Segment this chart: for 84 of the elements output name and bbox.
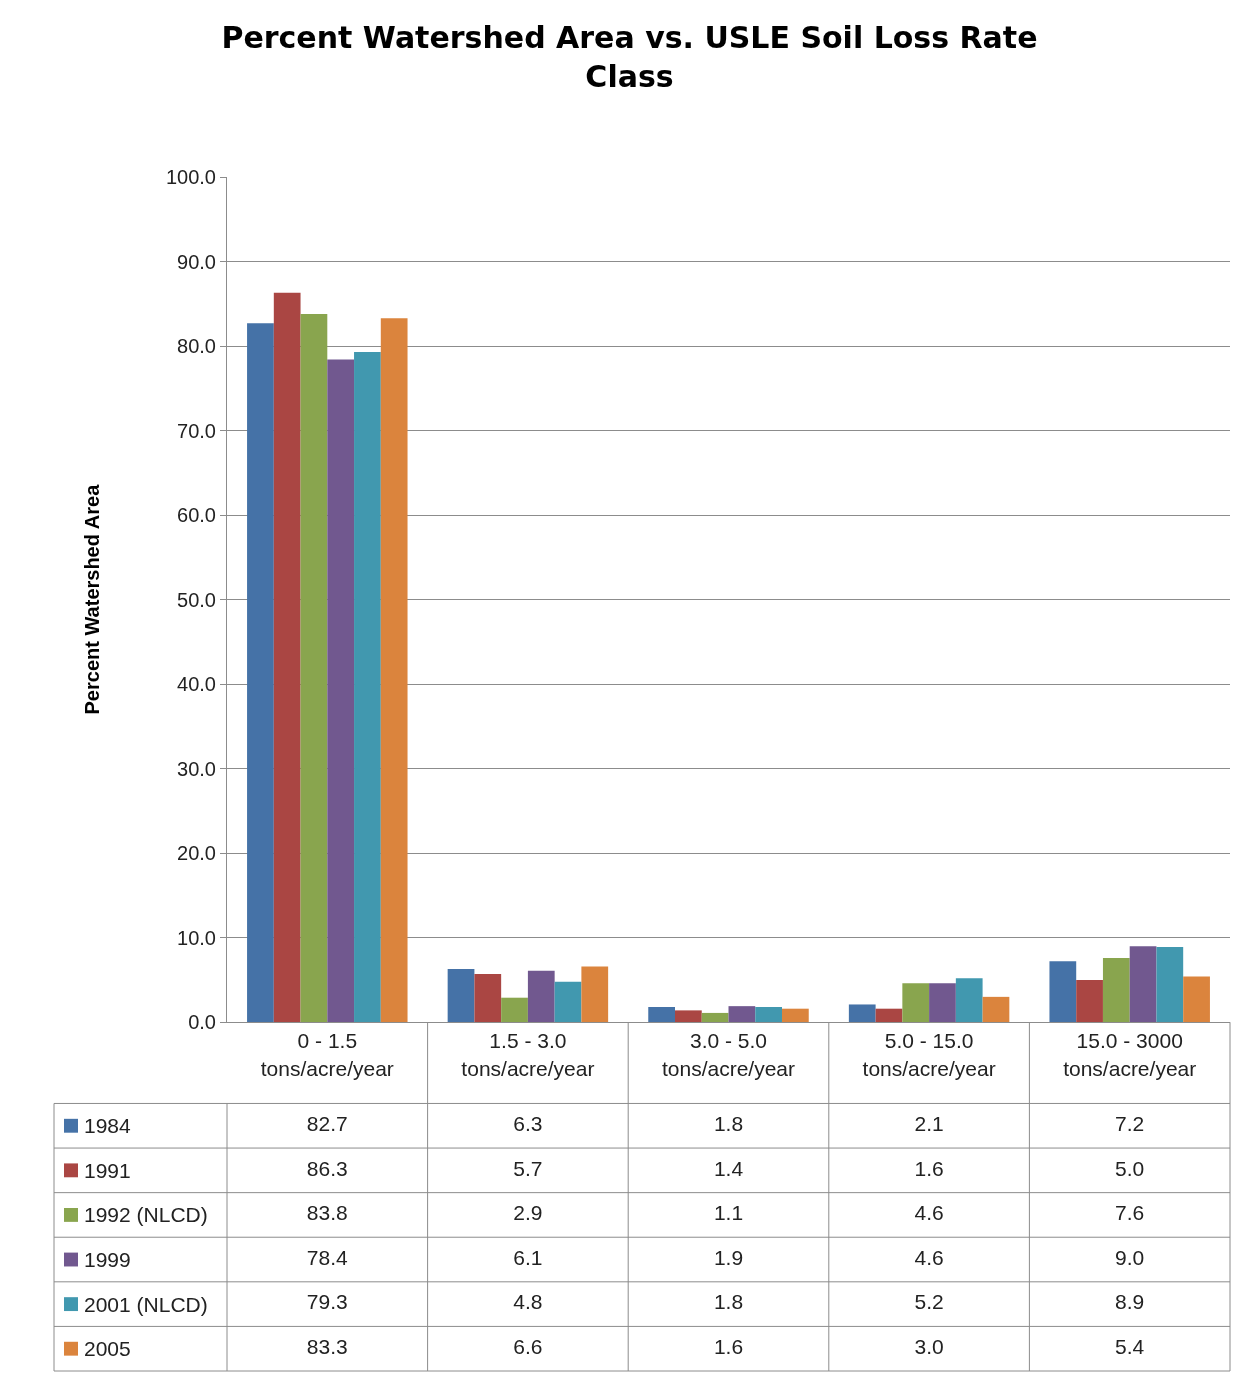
bar xyxy=(1049,961,1077,1023)
bar xyxy=(955,978,983,1023)
y-tick-label: 70.0 xyxy=(177,419,216,442)
y-tick-label: 20.0 xyxy=(177,842,216,865)
bar xyxy=(755,1007,782,1023)
data-label: 7.2 xyxy=(1115,1112,1145,1135)
data-label: 6.3 xyxy=(513,1112,543,1135)
data-label: 82.7 xyxy=(306,1112,348,1135)
bar xyxy=(554,981,582,1023)
y-tick-label: 100.0 xyxy=(165,166,216,188)
data-label: 5.7 xyxy=(513,1156,543,1180)
x-tick-label: 5.0 - 15.0 tons/acre/year xyxy=(862,1029,996,1080)
legend-label: 2005 xyxy=(84,1337,131,1360)
data-label: 1.8 xyxy=(713,1290,744,1314)
bar xyxy=(380,318,408,1023)
y-tick-label: 10.0 xyxy=(177,926,216,949)
data-label: 4.8 xyxy=(513,1290,543,1314)
bar xyxy=(781,1008,809,1023)
legend-label: 1984 xyxy=(84,1114,132,1137)
y-tick-label: 60.0 xyxy=(177,504,216,527)
data-label: 4.6 xyxy=(914,1245,944,1269)
y-tick-label: 0.0 xyxy=(188,1011,216,1034)
bar xyxy=(875,1008,903,1023)
bar xyxy=(1129,946,1157,1023)
x-tick-label: 0 - 1.5 tons/acre/year xyxy=(260,1029,394,1080)
bar xyxy=(273,292,301,1023)
legend-label: 1992 (NLCD) xyxy=(84,1203,208,1226)
bar xyxy=(501,997,528,1023)
bar xyxy=(327,359,355,1023)
data-label: 2.9 xyxy=(513,1201,543,1225)
bar xyxy=(728,1006,756,1023)
data-label: 1.6 xyxy=(713,1334,744,1358)
bar xyxy=(902,983,930,1023)
data-label: 1.9 xyxy=(713,1245,744,1269)
data-label: 6.6 xyxy=(513,1334,543,1358)
data-label: 6.1 xyxy=(513,1245,543,1269)
bar xyxy=(1183,976,1210,1023)
bar xyxy=(675,1010,702,1023)
bar xyxy=(527,970,555,1023)
data-label: 9.0 xyxy=(1115,1245,1145,1269)
bar xyxy=(929,983,956,1023)
x-tick-label: 3.0 - 5.0 tons/acre/year xyxy=(661,1029,796,1080)
y-tick-label: 50.0 xyxy=(177,588,216,611)
bar xyxy=(1076,979,1103,1023)
bar xyxy=(1156,946,1184,1023)
legend-label: 2001 (NLCD) xyxy=(84,1293,208,1316)
data-label: 3.0 xyxy=(914,1334,944,1358)
chart-title: Percent Watershed Area vs. USLE Soil Loss Rate Class xyxy=(221,20,1038,95)
data-label: 1.4 xyxy=(713,1156,744,1180)
y-tick-label: 80.0 xyxy=(177,335,216,358)
data-label: 5.2 xyxy=(914,1290,944,1314)
data-label: 4.6 xyxy=(914,1201,944,1225)
data-label: 1.8 xyxy=(713,1112,744,1135)
x-tick-label: 15.0 - 3000 tons/acre/year xyxy=(1063,1029,1197,1080)
data-label: 1.1 xyxy=(713,1201,744,1225)
bar xyxy=(300,313,328,1023)
data-label: 2.1 xyxy=(914,1112,944,1135)
data-label: 79.3 xyxy=(306,1290,348,1314)
legend-label: 1999 xyxy=(84,1248,131,1271)
bar xyxy=(982,996,1010,1023)
data-label: 83.8 xyxy=(306,1201,348,1225)
bar xyxy=(1102,957,1130,1023)
y-tick-label: 40.0 xyxy=(177,673,216,696)
bar xyxy=(648,1007,676,1023)
data-label: 83.3 xyxy=(306,1334,348,1358)
bar xyxy=(581,966,609,1023)
bar xyxy=(354,351,381,1023)
data-label: 1.6 xyxy=(914,1156,944,1180)
data-label: 8.9 xyxy=(1115,1290,1145,1314)
bar xyxy=(247,323,274,1023)
y-tick-label: 90.0 xyxy=(177,250,216,273)
bar xyxy=(848,1004,876,1023)
data-label: 7.6 xyxy=(1115,1201,1145,1225)
bar xyxy=(701,1012,729,1023)
bar xyxy=(474,974,502,1023)
legend-label: 1991 xyxy=(84,1159,131,1182)
data-label: 86.3 xyxy=(306,1156,348,1180)
data-label: 78.4 xyxy=(306,1245,349,1269)
y-axis-title: Percent Watershed Area xyxy=(81,483,104,715)
y-tick-label: 30.0 xyxy=(177,757,216,780)
data-label: 5.0 xyxy=(1115,1156,1145,1180)
bar xyxy=(447,968,475,1023)
data-label: 5.4 xyxy=(1115,1334,1145,1358)
x-tick-label: 1.5 - 3.0 tons/acre/year xyxy=(461,1029,595,1080)
